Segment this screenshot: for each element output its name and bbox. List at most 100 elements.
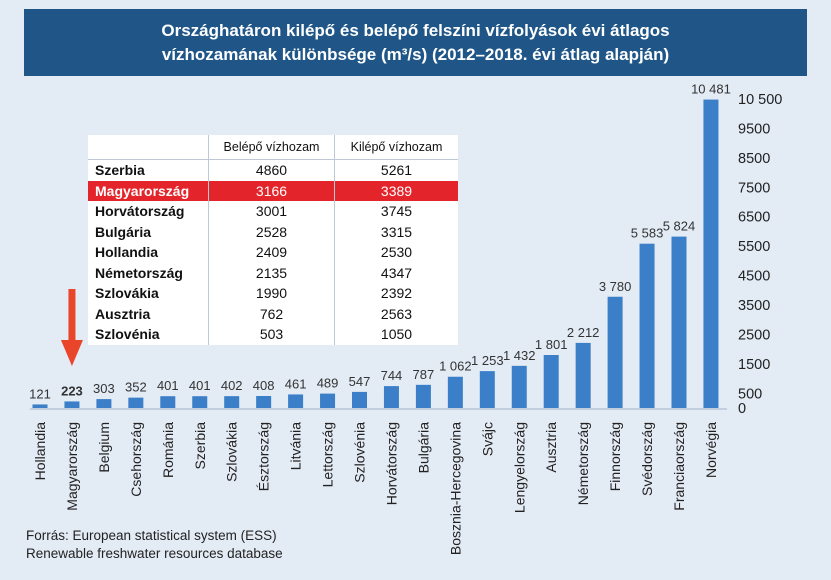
bar-12 [415,384,431,408]
table-cell-inflow: 3166 [208,180,335,201]
table-row: Ausztria 762 2563 [88,303,458,324]
y-tick-label: 3500 [738,298,770,314]
y-tick-label: 9500 [738,121,770,137]
category-label: Belgium [96,422,112,473]
y-tick-label: 1500 [738,357,770,373]
category-label: Finnország [607,422,623,491]
table-cell-country: Ausztria [95,305,151,322]
table-cell-country: Szlovákia [95,285,159,302]
table-cell-outflow: 1050 [334,324,458,345]
table-cell-country: Bulgária [95,223,152,240]
table-cell-inflow: 2409 [208,242,335,263]
table-header-inflow: Belépő vízhozam [208,135,335,160]
bar-value-label: 401 [157,378,179,393]
category-label: Lengyelország [511,422,527,513]
bar-value-label: 402 [221,378,243,393]
table-cell-inflow: 1990 [208,283,335,304]
bar-10 [352,391,367,408]
table-cell-outflow: 3745 [334,201,458,222]
bar-value-label: 547 [349,374,371,389]
bar-5 [192,396,208,408]
bar-value-label: 461 [285,376,307,391]
bar-value-label: 408 [253,378,275,393]
table-cell-outflow: 2563 [334,303,458,324]
table-cell-inflow: 2135 [208,262,335,283]
bar-7 [256,395,272,408]
y-tick-label: 2500 [738,327,770,343]
bar-value-label: 10 481 [691,82,731,97]
table-cell-inflow: 4860 [208,159,335,181]
table-row: Szerbia 4860 5261 [88,159,458,181]
bar-value-label: 744 [381,368,403,383]
bar-0 [32,404,48,408]
table-cell-inflow: 762 [208,303,335,324]
table-cell-country: Hollandia [95,244,159,261]
table-cell-outflow: 3389 [334,180,458,201]
y-tick-label: 8500 [738,151,770,167]
bar-value-label: 1 432 [503,348,536,363]
table-cell-outflow: 5261 [334,159,458,181]
bar-value-label: 303 [93,381,115,396]
table-cell-country: Magyarország [88,180,209,201]
bar-value-label: 5 824 [663,219,696,234]
category-label: Lettország [320,422,336,487]
table-cell-outflow: 2392 [334,283,458,304]
table-row: Bulgária 2528 3315 [88,221,458,242]
category-label: Ausztria [543,422,559,473]
bar-value-label: 1 253 [471,353,504,368]
category-label: Szlovénia [352,422,368,483]
bar-20 [671,236,687,408]
table-cell-country: Szerbia [95,162,145,179]
table-cell-country: Németország [95,264,183,281]
category-label: Hollandia [32,422,48,481]
y-tick-label: 7500 [738,180,770,196]
y-tick-label: 10 500 [738,92,782,108]
source-line-1: Forrás: European statistical system (ESS… [26,528,277,543]
table-cell-inflow: 503 [208,324,335,345]
table-body: Szerbia 4860 5261 Magyarország 3166 3389 Horvá… [88,159,458,345]
table-header-row: Belépő vízhozam Kilépő vízhozam [88,135,458,160]
bar-value-label: 223 [61,383,83,398]
bar-value-label: 121 [29,386,51,401]
category-label: Észtország [256,422,272,491]
category-label: Norvégia [703,422,719,478]
table-row: Szlovénia 503 1050 [88,324,458,345]
bar-value-label: 352 [125,380,147,395]
bar-15 [511,365,527,408]
bar-14 [479,371,495,408]
y-tick-label: 5500 [738,239,770,255]
bar-value-label: 787 [413,367,435,382]
bar-6 [224,396,240,408]
bar-19 [639,243,655,408]
y-tick-label: 500 [738,386,762,402]
bar-1 [64,401,80,408]
category-label: Szerbia [192,422,208,470]
bar-value-label: 2 212 [567,325,600,340]
bar-9 [320,393,336,408]
bar-18 [607,296,623,408]
bar-4 [160,396,176,408]
bar-11 [383,386,399,408]
bar-13 [447,376,463,408]
table-header-country [88,135,209,160]
table-header-outflow: Kilépő vízhozam [334,135,458,160]
table-cell-outflow: 3315 [334,221,458,242]
category-label: Litvánia [288,422,304,470]
category-label: Bulgária [415,422,431,474]
table-row: Hollandia 2409 2530 [88,242,458,263]
flow-table: Belépő vízhozam Kilépő vízhozam Szerbia 4… [88,135,458,345]
y-tick-label: 0 [738,401,746,417]
bar-17 [575,342,591,408]
category-label: Csehország [128,422,144,497]
category-label: Svájc [479,422,495,456]
chart-title: Országhatáron kilépő és belépő felszíni … [24,9,807,76]
category-label: Magyarország [64,422,80,511]
table-row: Szlovákia 1990 2392 [88,283,458,304]
category-label: Szlovákia [224,422,240,482]
table-cell-inflow: 2528 [208,221,335,242]
table-cell-country: Szlovénia [95,326,160,343]
table-cell-outflow: 2530 [334,242,458,263]
category-label: Franciaország [671,422,687,511]
